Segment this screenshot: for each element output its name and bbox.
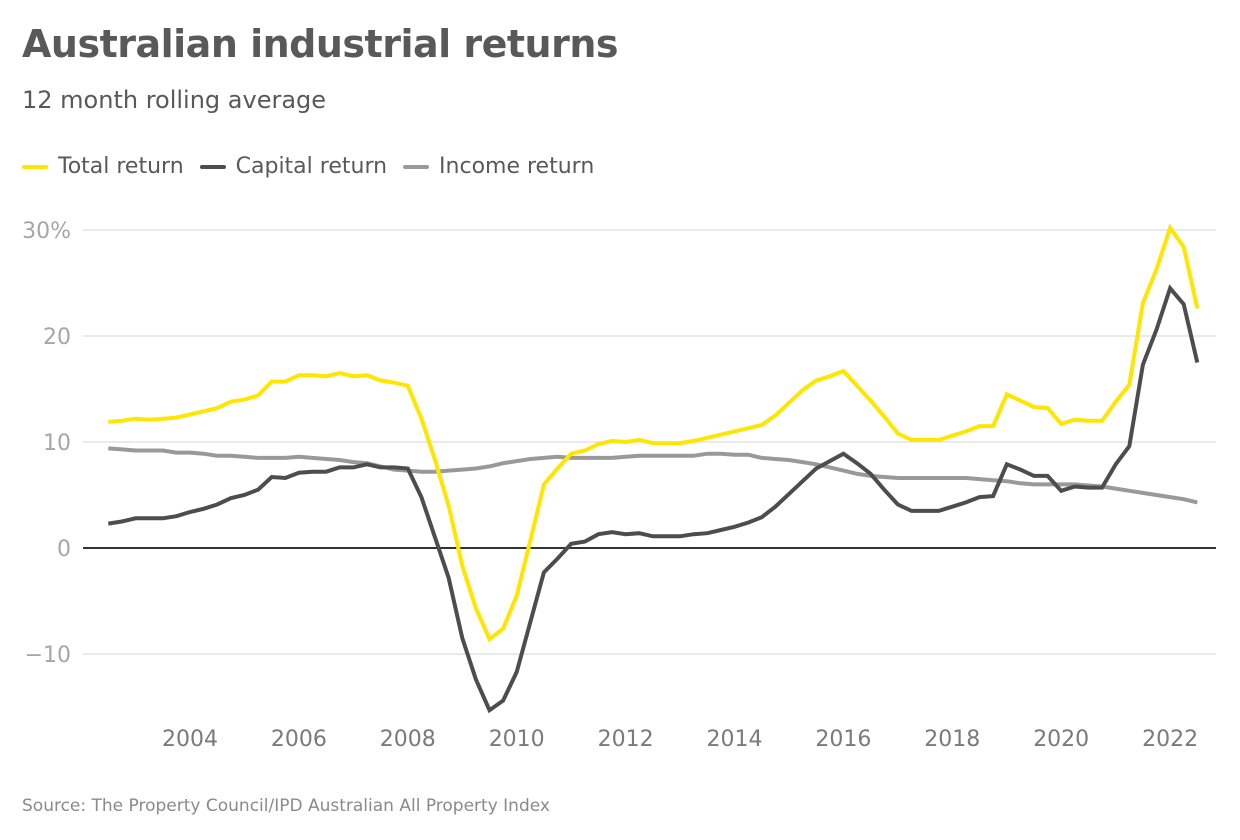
series-line-income: [108, 446, 1198, 505]
legend-item-total[interactable]: Total return: [22, 154, 184, 179]
legend-label-total: Total return: [58, 154, 184, 179]
legend-item-capital[interactable]: Capital return: [199, 154, 388, 179]
chart-title: Australian industrial returns: [22, 22, 619, 66]
series-lines: [107, 223, 1200, 714]
x-tick-label: 2010: [489, 727, 545, 752]
x-tick-label: 2008: [380, 727, 436, 752]
y-tick-label: 30%: [22, 219, 71, 244]
x-tick-label: 2012: [598, 727, 654, 752]
x-tick-label: 2016: [815, 727, 871, 752]
x-tick-label: 2014: [707, 727, 763, 752]
y-axis-ticks: 30% 20 10 0 −10: [22, 219, 71, 668]
y-tick-label: 10: [43, 431, 71, 456]
legend-label-income: Income return: [439, 154, 595, 179]
x-axis-ticks: 2004 2006 2008 2010 2012 2014 2016 2018 2020 2022: [162, 727, 1198, 752]
x-tick-label: 2004: [162, 727, 218, 752]
legend-swatch-income: [403, 164, 430, 169]
x-tick-label: 2006: [271, 727, 327, 752]
legend: Total return Capital return Income retur…: [22, 154, 610, 179]
x-tick-label: 2020: [1033, 727, 1089, 752]
legend-swatch-capital: [199, 164, 226, 169]
series-line-total: [108, 223, 1200, 643]
y-tick-label: −10: [25, 643, 71, 668]
series-line-capital: [107, 284, 1200, 714]
gridlines: [83, 229, 1216, 655]
x-tick-label: 2022: [1142, 727, 1198, 752]
legend-swatch-total: [22, 164, 48, 169]
y-tick-label: 20: [43, 325, 71, 350]
legend-label-capital: Capital return: [235, 154, 388, 179]
source-note: Source: The Property Council/IPD Austral…: [22, 796, 550, 816]
y-tick-label: 0: [57, 537, 71, 562]
legend-item-income[interactable]: Income return: [403, 154, 594, 179]
x-tick-label: 2018: [924, 727, 980, 752]
chart-subtitle: 12 month rolling average: [22, 86, 327, 114]
